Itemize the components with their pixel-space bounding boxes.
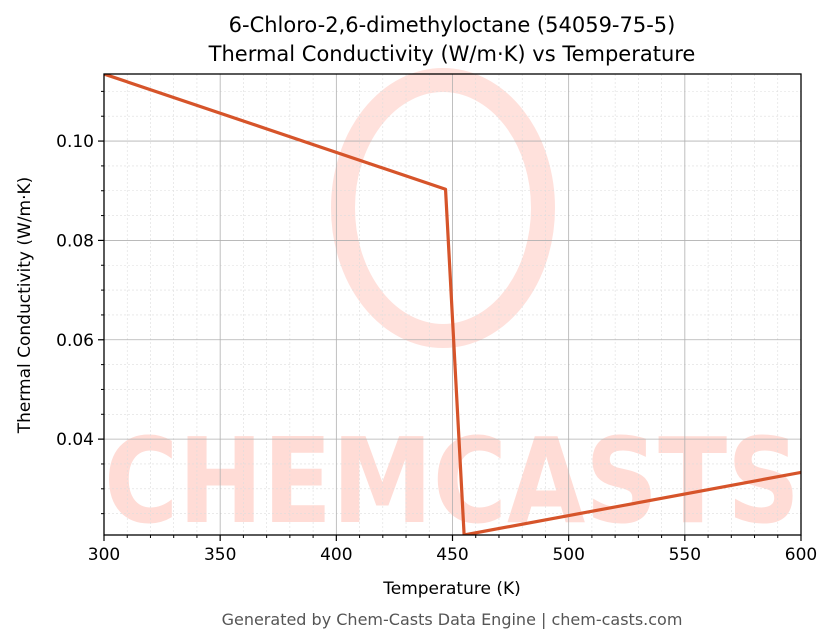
x-tick-label: 550 [669,545,701,565]
chart-title: 6-Chloro-2,6-dimethyloctane (54059-75-5) [229,13,676,37]
series-layer [104,74,801,535]
y-tick-labels: 0.04 0.06 0.08 0.10 [56,132,94,450]
x-tick-label: 350 [204,545,236,565]
x-axis-label: Temperature (K) [382,579,521,599]
watermark-text: CHEMCASTS [104,412,800,550]
y-tick-label: 0.06 [56,331,94,351]
x-tick-label: 300 [88,545,120,565]
watermark-ring [331,68,555,348]
x-tick-label: 500 [552,545,584,565]
axis-ticks [98,90,802,541]
x-tick-labels: 300 350 400 450 500 550 600 [88,545,817,565]
y-tick-label: 0.10 [56,132,94,152]
x-tick-label: 450 [436,545,468,565]
footer-text: Generated by Chem-Casts Data Engine | ch… [222,610,683,629]
x-tick-label: 600 [785,545,817,565]
x-tick-label: 400 [320,545,352,565]
y-tick-label: 0.08 [56,231,94,251]
y-axis-label: Thermal Conductivity (W/m·K) [15,177,35,435]
chart-subtitle: Thermal Conductivity (W/m·K) vs Temperat… [208,42,696,66]
series-line-0 [104,74,801,535]
y-tick-label: 0.04 [56,430,94,450]
